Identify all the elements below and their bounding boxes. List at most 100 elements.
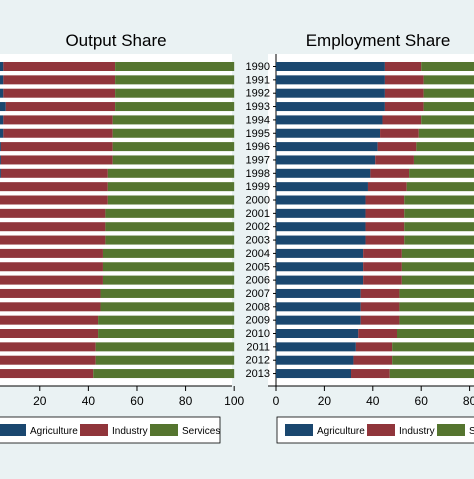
bar-services-2001: [404, 208, 474, 218]
y-tick-label-2000: 2000: [246, 195, 270, 207]
y-tick-label-2011: 2011: [246, 341, 270, 353]
bar-agriculture-2004: [276, 248, 364, 258]
y-tick-label-1998: 1998: [246, 168, 270, 180]
bar-services-2011: [392, 342, 474, 352]
bar-agriculture-1990: [276, 62, 385, 71]
bar-services-1998: [107, 168, 235, 178]
bar-services-2001: [105, 208, 235, 218]
bar-industry-1993: [5, 102, 116, 112]
bar-services-2005: [102, 262, 235, 272]
bar-industry-1995: [380, 128, 419, 138]
legend-label-industry: Industry: [399, 426, 435, 437]
bar-agriculture-2005: [276, 262, 364, 272]
bar-industry-1994: [3, 115, 113, 125]
bar-industry-2003: [365, 235, 405, 245]
bar-industry-1996: [0, 142, 113, 152]
legend-swatch-agriculture: [285, 424, 313, 436]
bar-industry-2004: [0, 248, 103, 258]
legend: Agriculture Industry Services: [0, 416, 221, 444]
bar-services-1992: [423, 88, 474, 98]
bar-agriculture-1993: [276, 102, 385, 112]
y-tick-label-2008: 2008: [246, 301, 270, 313]
bar-industry-2005: [363, 262, 402, 272]
bar-agriculture-1995: [276, 128, 381, 138]
bar-industry-2005: [0, 262, 103, 272]
bar-agriculture-1994: [0, 115, 4, 125]
bar-industry-2013: [0, 369, 94, 379]
y-tick-label-2013: 2013: [246, 368, 270, 380]
bar-industry-1991: [3, 75, 116, 85]
bar-industry-1991: [384, 75, 424, 85]
y-tick-label-1991: 1991: [246, 74, 270, 86]
bar-agriculture-2007: [276, 288, 361, 298]
bar-services-2006: [401, 275, 474, 285]
bar-industry-2009: [360, 315, 400, 325]
bar-services-2013: [93, 369, 235, 379]
legend-label-agriculture: Agriculture: [317, 426, 365, 437]
y-tick-label-2007: 2007: [246, 288, 270, 300]
bar-services-2000: [404, 195, 474, 205]
legend-swatch-services: [150, 424, 178, 436]
x-tick-label-20: 20: [33, 394, 47, 408]
bar-agriculture-2000: [276, 195, 366, 205]
bar-industry-1990: [3, 62, 116, 71]
y-tick-label-2001: 2001: [246, 208, 270, 220]
bar-agriculture-2002: [276, 222, 366, 232]
bar-services-2009: [399, 315, 474, 325]
bar-industry-2010: [358, 329, 397, 338]
bar-services-2004: [401, 248, 474, 258]
bar-industry-2013: [351, 369, 390, 379]
bar-services-2009: [98, 315, 235, 325]
bar-industry-2001: [0, 208, 106, 218]
bar-industry-1990: [384, 62, 422, 71]
bar-industry-2004: [363, 248, 402, 258]
bar-agriculture-2001: [276, 208, 366, 218]
x-tick-label-100: 100: [224, 394, 244, 408]
bar-agriculture-1997: [276, 155, 376, 165]
bar-industry-1999: [367, 182, 407, 192]
y-tick-label-1997: 1997: [246, 154, 270, 166]
bar-agriculture-2012: [276, 355, 354, 365]
bar-industry-1993: [384, 102, 424, 112]
x-tick-label-80: 80: [463, 394, 474, 408]
bar-industry-2002: [365, 222, 405, 232]
bar-services-2000: [107, 195, 235, 205]
bar-services-2012: [95, 355, 235, 365]
bar-industry-1999: [0, 182, 108, 192]
bar-agriculture-1995: [0, 128, 4, 138]
bar-industry-1995: [3, 128, 113, 138]
bar-services-1999: [107, 182, 235, 192]
y-tick-label-2002: 2002: [246, 221, 270, 233]
bar-services-1997: [413, 155, 474, 165]
legend: Agriculture Industry Services: [276, 416, 474, 444]
legend-swatch-industry: [367, 424, 395, 436]
bar-industry-1992: [384, 88, 424, 98]
y-tick-label-1993: 1993: [246, 101, 270, 113]
x-tick-label-80: 80: [179, 394, 193, 408]
bar-services-2002: [105, 222, 235, 232]
x-tick-label-40: 40: [82, 394, 96, 408]
legend-swatch-agriculture: [0, 424, 26, 436]
bar-industry-2003: [0, 235, 106, 245]
bar-services-2002: [404, 222, 474, 232]
bar-agriculture-1990: [0, 62, 4, 71]
y-tick-label-2006: 2006: [246, 275, 270, 287]
bar-services-2011: [95, 342, 235, 352]
bar-industry-1998: [0, 168, 108, 178]
bar-services-2008: [100, 302, 235, 312]
bar-industry-2010: [0, 329, 99, 338]
bar-agriculture-1997: [0, 155, 1, 165]
y-tick-label-2010: 2010: [246, 328, 270, 340]
bar-industry-2008: [360, 302, 400, 312]
bar-industry-1997: [375, 155, 414, 165]
y-tick-label-1994: 1994: [246, 114, 270, 126]
bar-industry-2008: [0, 302, 101, 312]
bar-services-2008: [399, 302, 474, 312]
bar-industry-2001: [365, 208, 405, 218]
bar-services-1996: [416, 142, 474, 152]
bar-services-1991: [115, 75, 235, 85]
bar-services-2007: [399, 288, 474, 298]
bar-industry-2009: [0, 315, 99, 325]
